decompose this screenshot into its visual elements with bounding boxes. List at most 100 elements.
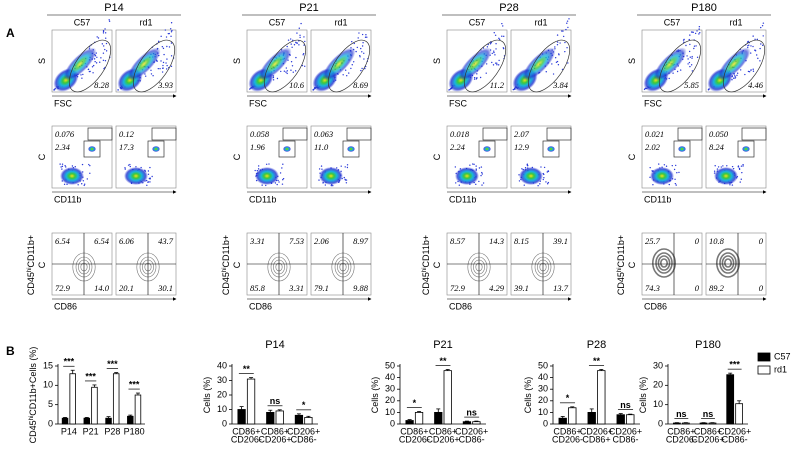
event-dot	[475, 165, 477, 167]
event-dot	[332, 184, 334, 187]
event-dot	[289, 38, 292, 40]
event-dot	[476, 73, 478, 75]
gate	[673, 140, 691, 158]
event-dot	[158, 40, 160, 43]
axis-label: C	[37, 261, 47, 268]
event-dot	[166, 58, 168, 60]
gate	[737, 140, 755, 158]
event-dot	[360, 69, 362, 72]
y-tick-label: 0	[222, 418, 227, 428]
event-dot	[152, 75, 154, 77]
x-tick-label: CD206+	[718, 426, 751, 436]
event-dot	[556, 60, 559, 63]
event-dot	[761, 25, 764, 27]
event-dot	[489, 43, 492, 45]
event-dot	[692, 31, 694, 33]
axis-label: C	[37, 153, 47, 160]
significance-label: ***	[729, 360, 740, 370]
event-dot	[290, 69, 292, 71]
event-dot	[92, 72, 94, 74]
axis-label: S	[432, 58, 442, 64]
event-dot	[561, 68, 564, 71]
event-dot	[747, 70, 750, 73]
event-dot	[97, 37, 100, 39]
bar	[681, 422, 690, 425]
significance-label: **	[593, 356, 601, 366]
event-dot	[96, 56, 98, 58]
axis-label: CD86	[644, 301, 667, 311]
event-dot	[562, 35, 565, 38]
x-tick-label: CD206-	[231, 434, 262, 444]
bar	[472, 421, 481, 425]
event-dot	[551, 63, 553, 65]
density	[714, 167, 738, 185]
bar	[699, 422, 708, 425]
gate	[658, 39, 702, 93]
axis-label-part: C	[627, 261, 637, 268]
event-dot	[760, 43, 762, 45]
gate-value: 8.28	[94, 80, 110, 90]
x-tick-label: CD86-	[459, 434, 485, 444]
density	[88, 146, 96, 152]
event-dot	[162, 64, 164, 67]
event-dot	[71, 165, 74, 167]
event-dot	[81, 183, 83, 185]
event-dot	[543, 166, 546, 169]
contour	[721, 255, 735, 271]
legend-label: rd1	[774, 364, 787, 374]
event-dot	[496, 64, 498, 66]
axis-label-part: CD45	[26, 272, 36, 295]
quadrant-value: 10.8	[709, 236, 725, 246]
event-dot	[268, 163, 270, 165]
gate-value: 0.058	[250, 129, 270, 139]
event-dot	[165, 68, 168, 70]
event-dot	[361, 67, 363, 70]
event-dot	[564, 41, 566, 44]
event-dot	[542, 172, 544, 175]
axis-label: FSC	[449, 98, 468, 108]
event-dot	[296, 42, 299, 44]
event-dot	[108, 20, 111, 22]
event-dot	[170, 35, 172, 38]
bar	[708, 422, 717, 425]
event-dot	[547, 170, 549, 172]
event-dot	[361, 33, 364, 36]
density	[650, 167, 674, 185]
density	[519, 167, 543, 185]
strain-label: rd1	[139, 17, 152, 27]
y-tick-label: 20	[217, 389, 227, 399]
event-dot	[147, 181, 149, 183]
event-dot	[649, 166, 651, 169]
gate-value: 3.84	[552, 80, 569, 90]
event-dot	[304, 40, 306, 43]
axis-label-part: CD11b+	[616, 235, 626, 268]
event-dot	[101, 43, 104, 45]
event-dot	[299, 34, 301, 36]
y-axis-label: Cells (%)	[638, 377, 648, 414]
event-dot	[286, 45, 288, 48]
y-axis-label: CD45hiCD11b+Cells (%)	[28, 347, 38, 444]
density	[547, 146, 555, 152]
event-dot	[362, 42, 364, 44]
event-dot	[738, 167, 741, 170]
event-dot	[754, 38, 756, 40]
event-dot	[300, 22, 302, 25]
axis-label-part: C	[627, 153, 637, 160]
density	[258, 47, 292, 81]
gate-value: 0.12	[119, 129, 135, 139]
event-dot	[343, 176, 345, 179]
event-dot	[480, 174, 482, 177]
event-dot	[698, 28, 700, 30]
event-dot	[501, 35, 503, 37]
x-tick-label: CD206+	[258, 434, 291, 444]
event-dot	[663, 164, 666, 166]
event-dot	[448, 89, 450, 91]
event-dot	[291, 46, 293, 48]
event-dot	[491, 61, 493, 64]
x-tick-label: CD86+	[261, 426, 289, 436]
event-dot	[739, 69, 742, 71]
event-dot	[346, 75, 348, 77]
gate	[87, 127, 113, 141]
event-dot	[163, 53, 165, 56]
